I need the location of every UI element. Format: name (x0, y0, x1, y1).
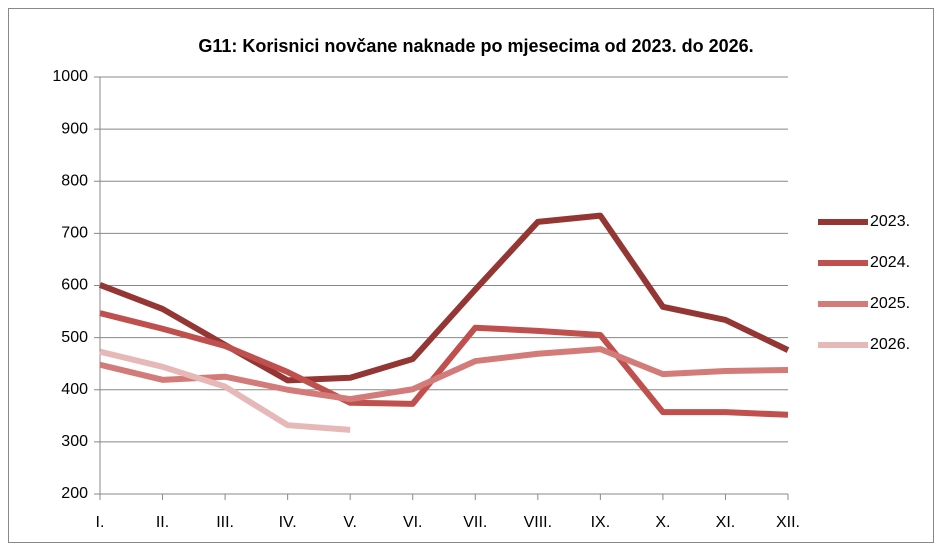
y-tick-label: 700 (61, 225, 88, 242)
y-tick-label: 400 (61, 381, 88, 398)
x-tick-label: VIII. (524, 514, 552, 531)
y-tick-label: 500 (61, 329, 88, 346)
x-tick-label: IX. (591, 514, 611, 531)
x-tick-label: VII. (463, 514, 487, 531)
x-tick-label: IV. (279, 514, 297, 531)
legend-label: 2023. (870, 213, 910, 230)
x-tick-label: VI. (403, 514, 423, 531)
y-tick-label: 900 (61, 120, 88, 137)
x-tick-label: II. (156, 514, 169, 531)
series-line (99, 346, 789, 403)
legend-label: 2026. (870, 336, 910, 353)
series-line (98, 212, 790, 384)
x-tick-label: X. (655, 514, 670, 531)
y-tick-label: 1000 (52, 68, 88, 85)
x-tick-label: III. (216, 514, 234, 531)
x-tick-label: V. (343, 514, 357, 531)
y-tick-label: 600 (61, 277, 88, 294)
legend-label: 2025. (870, 295, 910, 312)
y-tick-label: 200 (61, 485, 88, 502)
y-tick-label: 300 (61, 433, 88, 450)
x-tick-label: I. (96, 514, 105, 531)
legend-label: 2024. (870, 254, 910, 271)
x-tick-label: XII. (776, 514, 800, 531)
x-tick-label: XI. (716, 514, 736, 531)
chart-border (8, 8, 934, 543)
chart-title: G11: Korisnici novčane naknade po mjesec… (198, 36, 753, 56)
series-line (99, 348, 351, 433)
y-tick-label: 800 (61, 172, 88, 189)
series-line (99, 310, 789, 418)
